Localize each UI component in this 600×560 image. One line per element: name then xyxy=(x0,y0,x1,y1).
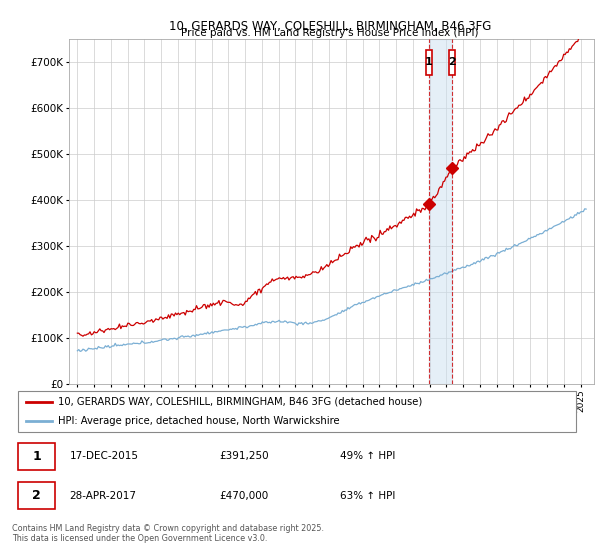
Text: 63% ↑ HPI: 63% ↑ HPI xyxy=(340,491,395,501)
Text: £470,000: £470,000 xyxy=(220,491,269,501)
Text: £391,250: £391,250 xyxy=(220,451,269,461)
Bar xyxy=(18,443,55,470)
Bar xyxy=(426,49,432,75)
Bar xyxy=(449,49,455,75)
Text: 1: 1 xyxy=(32,450,41,463)
Text: 10, GERARDS WAY, COLESHILL, BIRMINGHAM, B46 3FG (detached house): 10, GERARDS WAY, COLESHILL, BIRMINGHAM, … xyxy=(58,396,422,407)
Bar xyxy=(18,482,55,509)
Text: 2: 2 xyxy=(32,489,41,502)
Text: 10, GERARDS WAY, COLESHILL, BIRMINGHAM, B46 3FG: 10, GERARDS WAY, COLESHILL, BIRMINGHAM, … xyxy=(169,20,491,32)
Text: 1: 1 xyxy=(425,57,433,67)
Text: 28-APR-2017: 28-APR-2017 xyxy=(70,491,137,501)
Bar xyxy=(429,39,452,384)
Text: 49% ↑ HPI: 49% ↑ HPI xyxy=(340,451,395,461)
Text: Contains HM Land Registry data © Crown copyright and database right 2025.
This d: Contains HM Land Registry data © Crown c… xyxy=(12,524,324,543)
Text: HPI: Average price, detached house, North Warwickshire: HPI: Average price, detached house, Nort… xyxy=(58,417,340,427)
Text: 2: 2 xyxy=(448,57,456,67)
Text: 17-DEC-2015: 17-DEC-2015 xyxy=(70,451,139,461)
Text: Price paid vs. HM Land Registry's House Price Index (HPI): Price paid vs. HM Land Registry's House … xyxy=(181,28,479,38)
